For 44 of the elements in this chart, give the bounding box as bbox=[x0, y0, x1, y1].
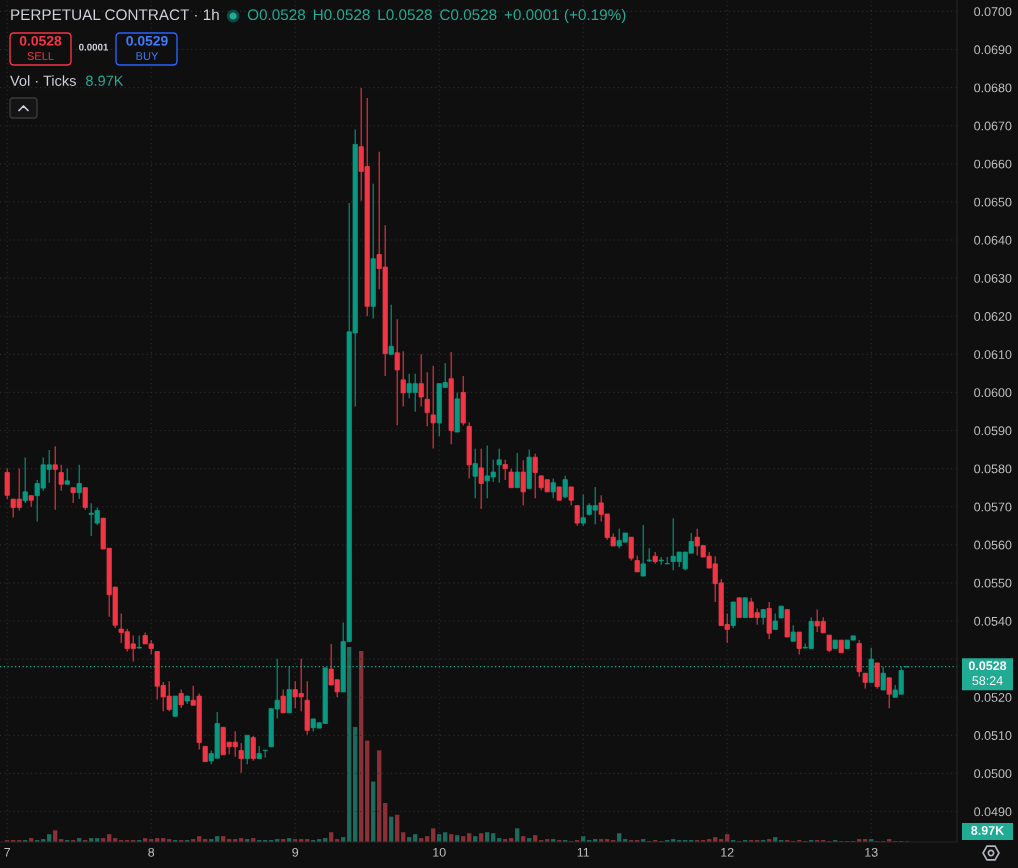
text: 8.97K bbox=[971, 826, 1005, 835]
y-tick-label: 0.0650 bbox=[974, 197, 1012, 207]
x-tick-label: 11 bbox=[577, 848, 590, 857]
annotation: 0.0529 bbox=[126, 35, 168, 46]
annotation: O0.0528 bbox=[247, 9, 306, 21]
y-tick-label: 0.0550 bbox=[974, 578, 1012, 588]
x-tick-label: 12 bbox=[721, 847, 734, 857]
annotation: +0.0001 (+0.19%) bbox=[504, 8, 626, 24]
y-tick-label: 0.0500 bbox=[974, 769, 1012, 779]
text: 58:24 bbox=[972, 676, 1003, 686]
x-tick-label: 10 bbox=[433, 847, 446, 857]
annotation: C0.0528 bbox=[440, 9, 497, 21]
chart-title: PERPETUAL CONTRACT · 1h bbox=[11, 8, 219, 21]
y-tick-label: 0.0600 bbox=[974, 388, 1012, 398]
y-tick-label: 0.0590 bbox=[974, 426, 1012, 436]
annotation: H0.0528 bbox=[313, 9, 370, 21]
x-tick-label: 9 bbox=[292, 847, 299, 857]
y-tick-label: 0.0640 bbox=[974, 235, 1012, 245]
annotation: SELL bbox=[27, 52, 54, 60]
y-tick-label: 0.0570 bbox=[974, 502, 1012, 512]
y-tick-label: 0.0610 bbox=[974, 350, 1012, 359]
x-tick-label: 8 bbox=[148, 847, 155, 857]
y-tick-label: 0.0700 bbox=[974, 7, 1012, 17]
annotation: BUY bbox=[136, 52, 159, 60]
y-tick-label: 0.0630 bbox=[974, 273, 1012, 283]
annotation: L0.0528 bbox=[378, 9, 432, 21]
x-tick-label: 13 bbox=[865, 847, 878, 857]
y-tick-label: 0.0560 bbox=[974, 540, 1012, 550]
annotation: 0.0001 bbox=[79, 43, 109, 51]
y-tick-label: 0.0580 bbox=[974, 464, 1012, 474]
annotation: 0.0528 bbox=[19, 35, 62, 46]
y-tick-label: 0.0680 bbox=[974, 83, 1012, 93]
y-tick-label: 0.0490 bbox=[974, 807, 1012, 817]
y-tick-label: 0.0540 bbox=[974, 616, 1012, 626]
y-tick-label: 0.0690 bbox=[974, 45, 1012, 55]
ref-line-label: 0.0528 bbox=[968, 661, 1007, 671]
y-tick-label: 0.0660 bbox=[974, 159, 1012, 169]
y-tick-label: 0.0670 bbox=[974, 121, 1012, 131]
x-tick-label: 7 bbox=[4, 848, 11, 857]
y-tick-label: 0.0620 bbox=[974, 312, 1012, 321]
y-tick-label: 0.0520 bbox=[974, 693, 1012, 702]
chart-title: Vol · Ticks bbox=[10, 75, 76, 86]
annotation: 8.97K bbox=[86, 75, 124, 86]
y-tick-label: 0.0510 bbox=[974, 731, 1012, 740]
